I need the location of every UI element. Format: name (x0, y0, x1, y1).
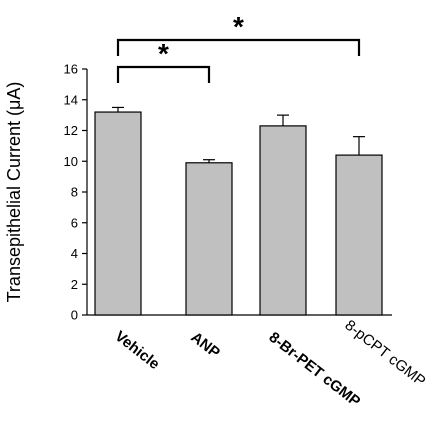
bar-2 (185, 162, 233, 316)
bars (94, 111, 383, 316)
x-category-label: 8-pCPT cGMP (342, 317, 429, 390)
y-tick-label: 6 (71, 215, 78, 230)
y-axis: 0 2 4 6 8 10 12 14 16 Transepithelial Current (μ… (4, 62, 88, 323)
y-tick-label: 12 (64, 123, 78, 138)
y-tick-label: 0 (71, 308, 78, 323)
y-tick-label: 14 (64, 92, 78, 107)
significance-star: * (158, 38, 169, 69)
bar-1 (94, 111, 142, 316)
significance-brackets: ** (116, 11, 361, 83)
y-tick-label: 8 (71, 185, 78, 200)
x-category-label: ANP (188, 329, 223, 362)
significance-bracket (116, 38, 361, 56)
y-tick-label: 16 (64, 62, 78, 77)
error-bars (112, 106, 365, 163)
y-tick-label: 2 (71, 277, 78, 292)
y-tick-label: 4 (71, 246, 78, 261)
significance-star: * (233, 11, 244, 42)
y-ticks: 0 2 4 6 8 10 12 14 16 (64, 62, 87, 323)
y-axis-title: Transepithelial Current (μA) (4, 82, 24, 303)
x-category-label: Vehicle (112, 328, 163, 373)
significance-bracket (116, 65, 211, 83)
bar-3 (259, 125, 307, 316)
bar-4 (335, 154, 383, 316)
y-tick-label: 10 (64, 154, 78, 169)
x-category-label: 8-Br-PET cGMP (266, 329, 364, 411)
